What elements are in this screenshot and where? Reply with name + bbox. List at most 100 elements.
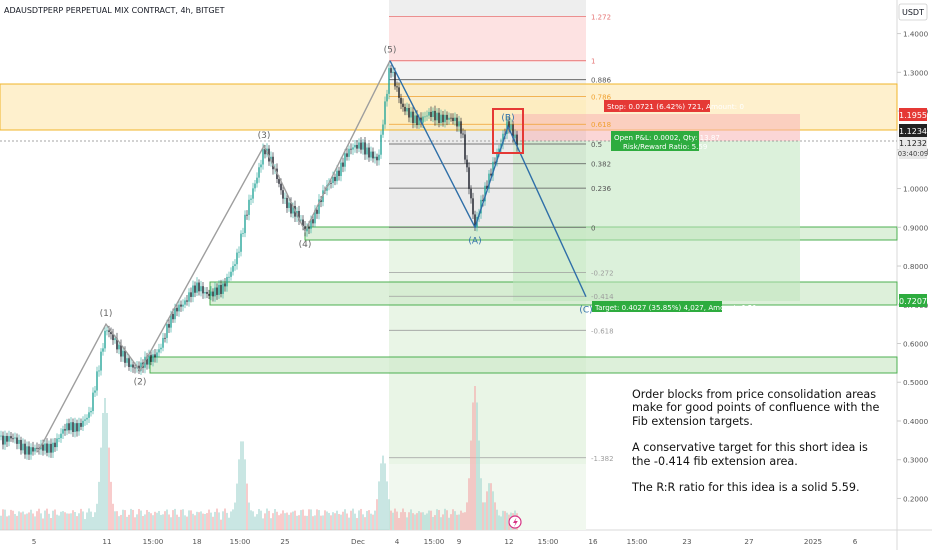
volume-bar (302, 509, 304, 530)
candle-body (318, 199, 320, 214)
candle-body (300, 219, 302, 221)
volume-bar (482, 502, 484, 530)
volume-bar (88, 508, 90, 530)
candle-body (58, 438, 60, 439)
volume-bar (94, 512, 96, 530)
candle-body (484, 185, 486, 202)
candle-body (188, 292, 190, 302)
candle-body (64, 429, 66, 431)
volume-bar (124, 510, 126, 530)
volume-bar (274, 509, 276, 530)
candle-body (372, 151, 374, 159)
y-tick-label: 0.9000 (903, 223, 929, 232)
volume-bar (48, 513, 50, 530)
volume-bar (430, 510, 432, 530)
volume-bar (44, 510, 46, 530)
y-tick-label: 0.2000 (903, 494, 929, 503)
volume-bar (384, 463, 386, 530)
volume-bar (282, 510, 284, 530)
volume-bar (490, 483, 492, 530)
y-tick-label: 1.3000 (903, 68, 929, 77)
candle-body (362, 142, 364, 150)
y-tick-label: 0.3000 (903, 456, 929, 465)
currency-button[interactable] (898, 3, 928, 21)
volume-bar (402, 508, 404, 530)
stop-price-badge (899, 108, 927, 121)
volume-bar (36, 511, 38, 530)
volume-bar (496, 509, 498, 530)
corrective-wave-line[interactable] (389, 60, 587, 298)
volume-bar (330, 515, 332, 530)
stop-label-box (604, 100, 710, 112)
volume-bar (248, 502, 250, 530)
candle-body (332, 176, 334, 184)
volume-bar (220, 519, 222, 530)
candle-body (124, 350, 126, 363)
x-tick-label: 27 (744, 537, 753, 546)
candle-body (20, 439, 22, 451)
volume-bar (4, 509, 6, 530)
annotation-note[interactable]: Order blocks from price consolidation ar… (632, 388, 882, 507)
volume-bar (66, 513, 68, 530)
volume-bar (72, 510, 74, 530)
pnl-label-box (611, 131, 699, 151)
demand-zone[interactable] (149, 356, 898, 374)
candle-body (248, 199, 250, 215)
candle-body (400, 97, 402, 104)
volume-bar (174, 508, 176, 530)
candle-body (472, 198, 474, 215)
symbol-title[interactable]: ADAUSDTPERP PERPETUAL MIX CONTRACT, 4h, … (4, 6, 225, 15)
target-price-badge (899, 294, 927, 307)
candle-body (286, 197, 288, 209)
target-zone[interactable] (513, 141, 800, 301)
volume-bar (390, 510, 392, 530)
candle-body (156, 352, 158, 358)
impulse-wave-line[interactable] (37, 60, 391, 453)
volume-bar (112, 503, 114, 530)
candle-body (442, 114, 444, 123)
candle-body (42, 444, 44, 451)
volume-bar (382, 455, 384, 530)
fib-level-label: -0.414 (591, 293, 614, 301)
candle-body (422, 116, 424, 123)
volume-bar (494, 502, 496, 530)
volume-bar (504, 511, 506, 530)
volume-bar (182, 509, 184, 530)
rr-label: Risk/Reward Ratio: 5.59 (623, 142, 708, 151)
x-tick-label: 15:00 (424, 537, 445, 546)
candle-body (438, 112, 440, 123)
volume-bar (78, 513, 80, 530)
volume-bar (188, 510, 190, 530)
candle-body (160, 347, 162, 350)
highlight-box[interactable] (492, 108, 524, 154)
fib-zone (389, 16, 586, 62)
candle-body (378, 154, 380, 161)
volume-bar (484, 502, 486, 530)
candle-body (490, 173, 492, 176)
candle-body (482, 199, 484, 202)
candle-body (200, 286, 202, 292)
candle-body (424, 116, 426, 118)
pnl-label: Open P&L: 0.0002, Qty: 13.87 (614, 133, 720, 142)
fib-level-label: 0.618 (591, 121, 611, 129)
x-tick-label: 12 (504, 537, 513, 546)
candle-body (210, 291, 212, 296)
wave-label: (1) (100, 309, 113, 319)
candle-body (218, 284, 220, 295)
volume-bar (110, 481, 112, 530)
volume-bar (264, 513, 266, 530)
candle-body (230, 271, 232, 277)
volume-bar (464, 512, 466, 530)
fib-level-label: 0.236 (591, 185, 612, 193)
volume-bar (452, 509, 454, 530)
candle-body (374, 156, 376, 159)
candle-body (306, 226, 308, 232)
volume-bar (114, 511, 116, 530)
volume-bar (16, 515, 18, 530)
candle-body (204, 291, 206, 294)
lightning-icon[interactable] (508, 515, 522, 529)
volume-bar (478, 440, 480, 530)
candle-body (116, 338, 118, 350)
candle-body (252, 188, 254, 199)
